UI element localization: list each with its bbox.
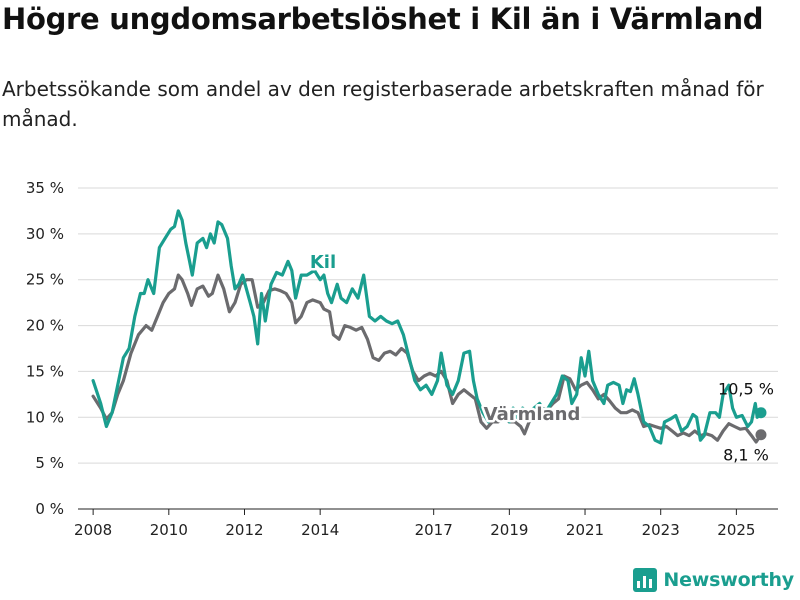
x-tick-label: 2012 [225, 521, 263, 539]
y-tick-label: 35 % [26, 179, 64, 197]
end-point-varmland [755, 429, 767, 441]
chart-title: Högre ungdomsarbetslöshet i Kil än i Vär… [2, 2, 764, 36]
x-tick-label: 2010 [150, 521, 188, 539]
series-line-kil [91, 209, 763, 445]
brand-name: Newsworthy [663, 569, 794, 591]
series-lines [91, 209, 763, 445]
x-tick-label: 2025 [717, 521, 755, 539]
series-label-varmland: Värmland [484, 404, 581, 425]
x-tick-label: 2014 [301, 521, 339, 539]
end-label-varmland: 8,1 % [723, 446, 769, 465]
end-label-kil: 10,5 % [718, 380, 774, 399]
bar-chart-icon [633, 568, 658, 592]
chart-subtitle: Arbetssökande som andel av den registerb… [2, 77, 764, 131]
x-tick-label: 2021 [566, 521, 604, 539]
series-labels: 10,5 % 8,1 % Kil Värmland [307, 250, 774, 465]
series-line-varmland [91, 273, 763, 444]
x-tick-label: 2017 [415, 521, 453, 539]
y-axis-ticks: 0 % 5 % 10 % 15 % 20 % 25 % 30 % 35 % [26, 179, 64, 518]
y-tick-label: 30 % [26, 225, 64, 243]
x-tick-label: 2008 [74, 521, 112, 539]
y-tick-label: 10 % [26, 408, 64, 426]
y-tick-label: 25 % [26, 271, 64, 289]
x-tick-label: 2019 [490, 521, 528, 539]
x-axis: 2008 2010 2012 2014 2017 2019 2021 2023 2025 [74, 508, 778, 539]
series-label-kil: Kil [310, 252, 336, 273]
y-tick-label: 15 % [26, 362, 64, 380]
x-tick-label: 2023 [642, 521, 680, 539]
end-point-kil [755, 407, 767, 419]
y-tick-label: 20 % [26, 317, 64, 335]
newsworthy-logo: Newsworthy [633, 568, 794, 592]
y-tick-label: 5 % [35, 454, 64, 472]
gridlines [78, 187, 778, 464]
y-tick-label: 0 % [35, 500, 64, 518]
